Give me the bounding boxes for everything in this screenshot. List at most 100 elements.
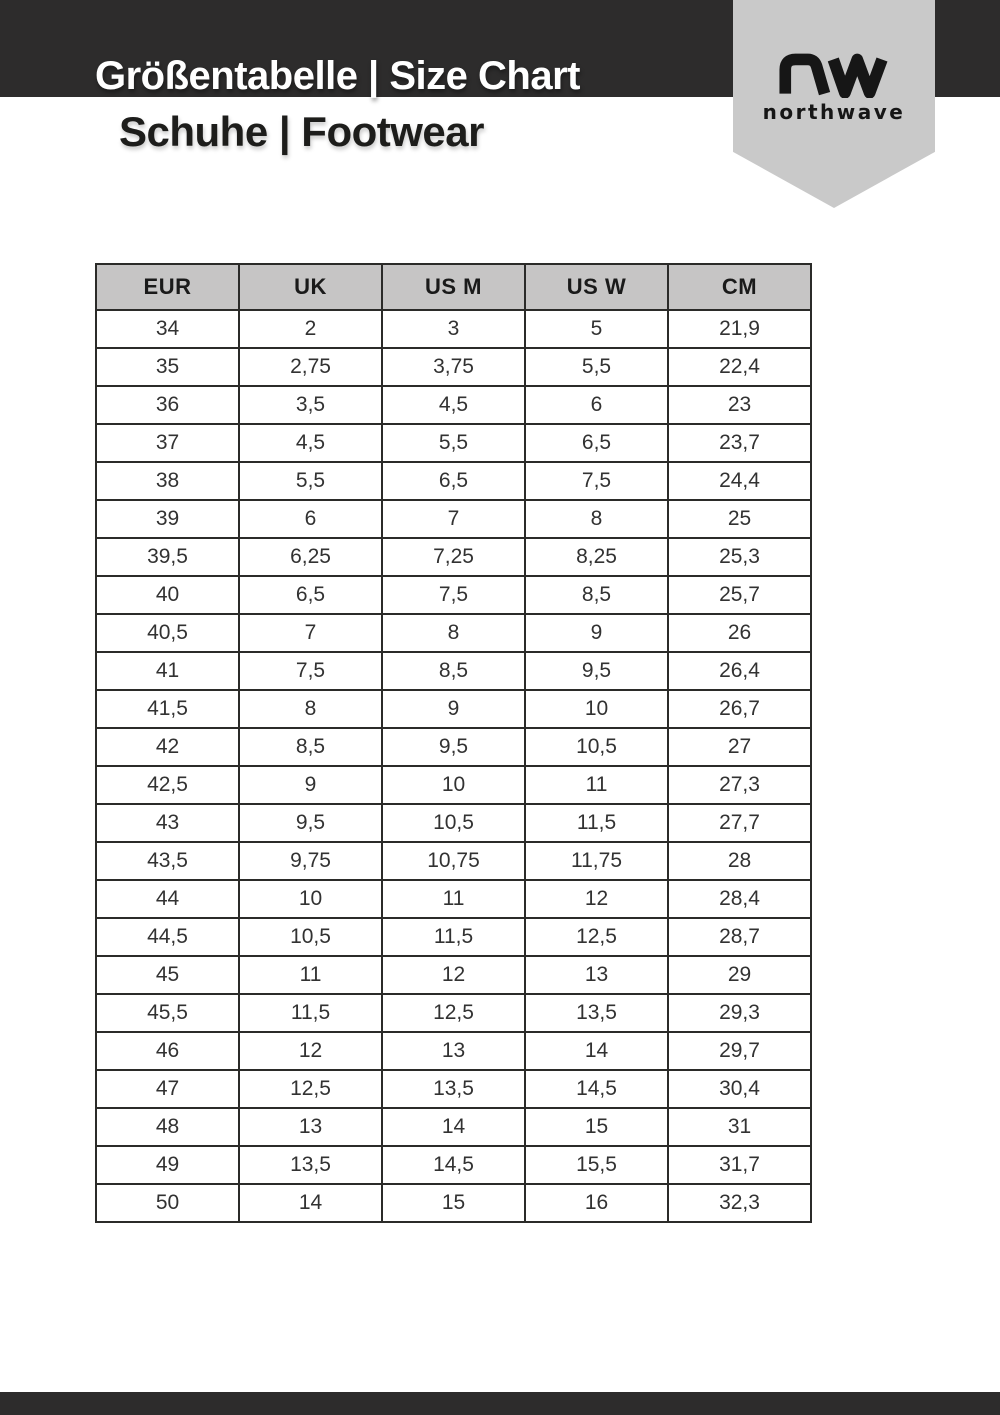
table-cell: 35: [95, 347, 240, 387]
table-cell: 8: [238, 689, 383, 729]
table-cell: 5,5: [238, 461, 383, 501]
column-header-us-m: US M: [381, 263, 526, 311]
table-cell: 9,75: [238, 841, 383, 881]
table-cell: 6,5: [238, 575, 383, 615]
table-cell: 32,3: [667, 1183, 812, 1223]
table-cell: 8,25: [524, 537, 669, 577]
table-row: 45 11 12 13 29: [95, 955, 812, 995]
table-cell: 15: [524, 1107, 669, 1147]
table-cell: 9,5: [238, 803, 383, 843]
table-row: 48 13 14 15 31: [95, 1107, 812, 1147]
table-cell: 6,5: [524, 423, 669, 463]
table-cell: 9: [238, 765, 383, 805]
table-row: 37 4,5 5,5 6,5 23,7: [95, 423, 812, 463]
column-header-cm: CM: [667, 263, 812, 311]
northwave-logo-icon: [779, 53, 888, 98]
table-cell: 8: [524, 499, 669, 539]
table-cell: 41,5: [95, 689, 240, 729]
column-header-us-w: US W: [524, 263, 669, 311]
table-cell: 25,7: [667, 575, 812, 615]
table-cell: 10,75: [381, 841, 526, 881]
table-cell: 7,5: [381, 575, 526, 615]
table-row: 46 12 13 14 29,7: [95, 1031, 812, 1071]
table-cell: 12,5: [524, 917, 669, 957]
page-subtitle: Schuhe | Footwear: [119, 108, 484, 155]
table-cell: 11,5: [238, 993, 383, 1033]
table-cell: 3: [381, 309, 526, 349]
table-cell: 28,4: [667, 879, 812, 919]
table-cell: 25: [667, 499, 812, 539]
table-row: 44 10 11 12 28,4: [95, 879, 812, 919]
table-row: 49 13,5 14,5 15,5 31,7: [95, 1145, 812, 1185]
table-cell: 13,5: [381, 1069, 526, 1109]
table-cell: 50: [95, 1183, 240, 1223]
table-cell: 9,5: [524, 651, 669, 691]
brand-wordmark: northwave: [762, 100, 906, 124]
table-cell: 44,5: [95, 917, 240, 957]
table-cell: 7,25: [381, 537, 526, 577]
table-cell: 10,5: [238, 917, 383, 957]
table-cell: 13,5: [524, 993, 669, 1033]
table-cell: 8,5: [381, 651, 526, 691]
table-cell: 25,3: [667, 537, 812, 577]
table-cell: 9: [524, 613, 669, 653]
table-cell: 26,7: [667, 689, 812, 729]
table-cell: 43,5: [95, 841, 240, 881]
table-cell: 2,75: [238, 347, 383, 387]
table-cell: 31,7: [667, 1145, 812, 1185]
table-cell: 15: [381, 1183, 526, 1223]
table-cell: 39: [95, 499, 240, 539]
table-cell: 13: [381, 1031, 526, 1071]
table-cell: 10,5: [381, 803, 526, 843]
table-cell: 12: [381, 955, 526, 995]
table-cell: 27,3: [667, 765, 812, 805]
table-cell: 31: [667, 1107, 812, 1147]
table-cell: 7,5: [238, 651, 383, 691]
table-cell: 26: [667, 613, 812, 653]
table-cell: 15,5: [524, 1145, 669, 1185]
table-cell: 23: [667, 385, 812, 425]
table-row: 40,5 7 8 9 26: [95, 613, 812, 653]
table-row: 41 7,5 8,5 9,5 26,4: [95, 651, 812, 691]
table-row: 40 6,5 7,5 8,5 25,7: [95, 575, 812, 615]
table-row: 35 2,75 3,75 5,5 22,4: [95, 347, 812, 387]
table-cell: 40: [95, 575, 240, 615]
table-cell: 8: [381, 613, 526, 653]
table-cell: 14: [238, 1183, 383, 1223]
table-cell: 4,5: [381, 385, 526, 425]
table-cell: 5,5: [524, 347, 669, 387]
table-cell: 12: [524, 879, 669, 919]
page-title: Größentabelle | Size Chart: [95, 54, 580, 98]
table-cell: 29: [667, 955, 812, 995]
table-cell: 9: [381, 689, 526, 729]
table-cell: 28,7: [667, 917, 812, 957]
table-cell: 42,5: [95, 765, 240, 805]
table-cell: 13: [524, 955, 669, 995]
table-row: 45,5 11,5 12,5 13,5 29,3: [95, 993, 812, 1033]
table-cell: 12,5: [238, 1069, 383, 1109]
table-cell: 45: [95, 955, 240, 995]
table-cell: 5: [524, 309, 669, 349]
table-cell: 37: [95, 423, 240, 463]
table-row: 38 5,5 6,5 7,5 24,4: [95, 461, 812, 501]
table-row: 41,5 8 9 10 26,7: [95, 689, 812, 729]
table-cell: 27: [667, 727, 812, 767]
table-cell: 8,5: [524, 575, 669, 615]
table-cell: 30,4: [667, 1069, 812, 1109]
table-cell: 29,3: [667, 993, 812, 1033]
table-row: 43 9,5 10,5 11,5 27,7: [95, 803, 812, 843]
table-cell: 5,5: [381, 423, 526, 463]
column-header-uk: UK: [238, 263, 383, 311]
table-cell: 3,75: [381, 347, 526, 387]
size-table: EUR UK US M US W CM 34 2 3 5 21,9 35 2,75 3,75 5,5 22…: [95, 263, 812, 1223]
table-cell: 38: [95, 461, 240, 501]
size-table-head: EUR UK US M US W CM: [95, 263, 812, 311]
table-cell: 14: [381, 1107, 526, 1147]
brand-ribbon: northwave: [733, 0, 935, 208]
table-cell: 48: [95, 1107, 240, 1147]
footer-band: [0, 1392, 1000, 1415]
table-cell: 4,5: [238, 423, 383, 463]
table-cell: 13: [238, 1107, 383, 1147]
table-cell: 22,4: [667, 347, 812, 387]
table-cell: 6: [238, 499, 383, 539]
